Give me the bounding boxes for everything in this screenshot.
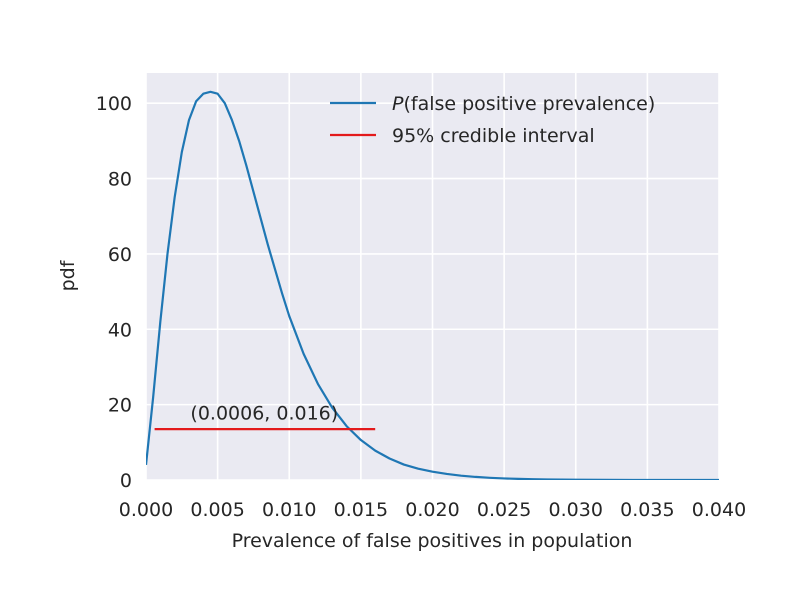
- y-tick-labels: 0 20 40 60 80 100: [96, 93, 132, 492]
- interval-annotation: (0.0006, 0.016): [190, 403, 338, 425]
- y-tick-label: 60: [108, 244, 132, 266]
- series-layer: [146, 90, 719, 480]
- x-tick-label: 0.015: [334, 499, 388, 521]
- y-tick-label: 0: [120, 470, 132, 492]
- x-tick-label: 0.030: [549, 499, 603, 521]
- x-tick-label: 0.020: [405, 499, 459, 521]
- x-axis-label: Prevalence of false positives in populat…: [232, 530, 633, 552]
- legend-label-italic: P: [392, 93, 404, 115]
- x-tick-label: 0.025: [477, 499, 531, 521]
- legend-label: 95% credible interval: [392, 125, 595, 147]
- x-tick-label: 0.040: [692, 499, 746, 521]
- y-tick-label: 80: [108, 169, 132, 191]
- legend-label: P(false positive prevalence): [392, 93, 655, 115]
- x-tick-labels: 0.000 0.005 0.010 0.015 0.020 0.025 0.030 0.035…: [119, 499, 746, 521]
- y-tick-label: 40: [108, 319, 132, 341]
- y-tick-label: 20: [108, 395, 132, 417]
- x-tick-label: 0.000: [119, 499, 173, 521]
- x-tick-label: 0.005: [190, 499, 244, 521]
- series-0: [146, 90, 719, 480]
- x-tick-label: 0.035: [620, 499, 674, 521]
- x-tick-label: 0.010: [262, 499, 316, 521]
- y-axis-label: pdf: [57, 259, 79, 291]
- legend-label-rest: (false positive prevalence): [403, 93, 655, 115]
- legend: P(false positive prevalence) 95% credible…: [330, 93, 655, 147]
- pdf-curve: [146, 90, 719, 480]
- annotations: (0.0006, 0.016): [190, 403, 338, 425]
- y-tick-label: 100: [96, 93, 132, 115]
